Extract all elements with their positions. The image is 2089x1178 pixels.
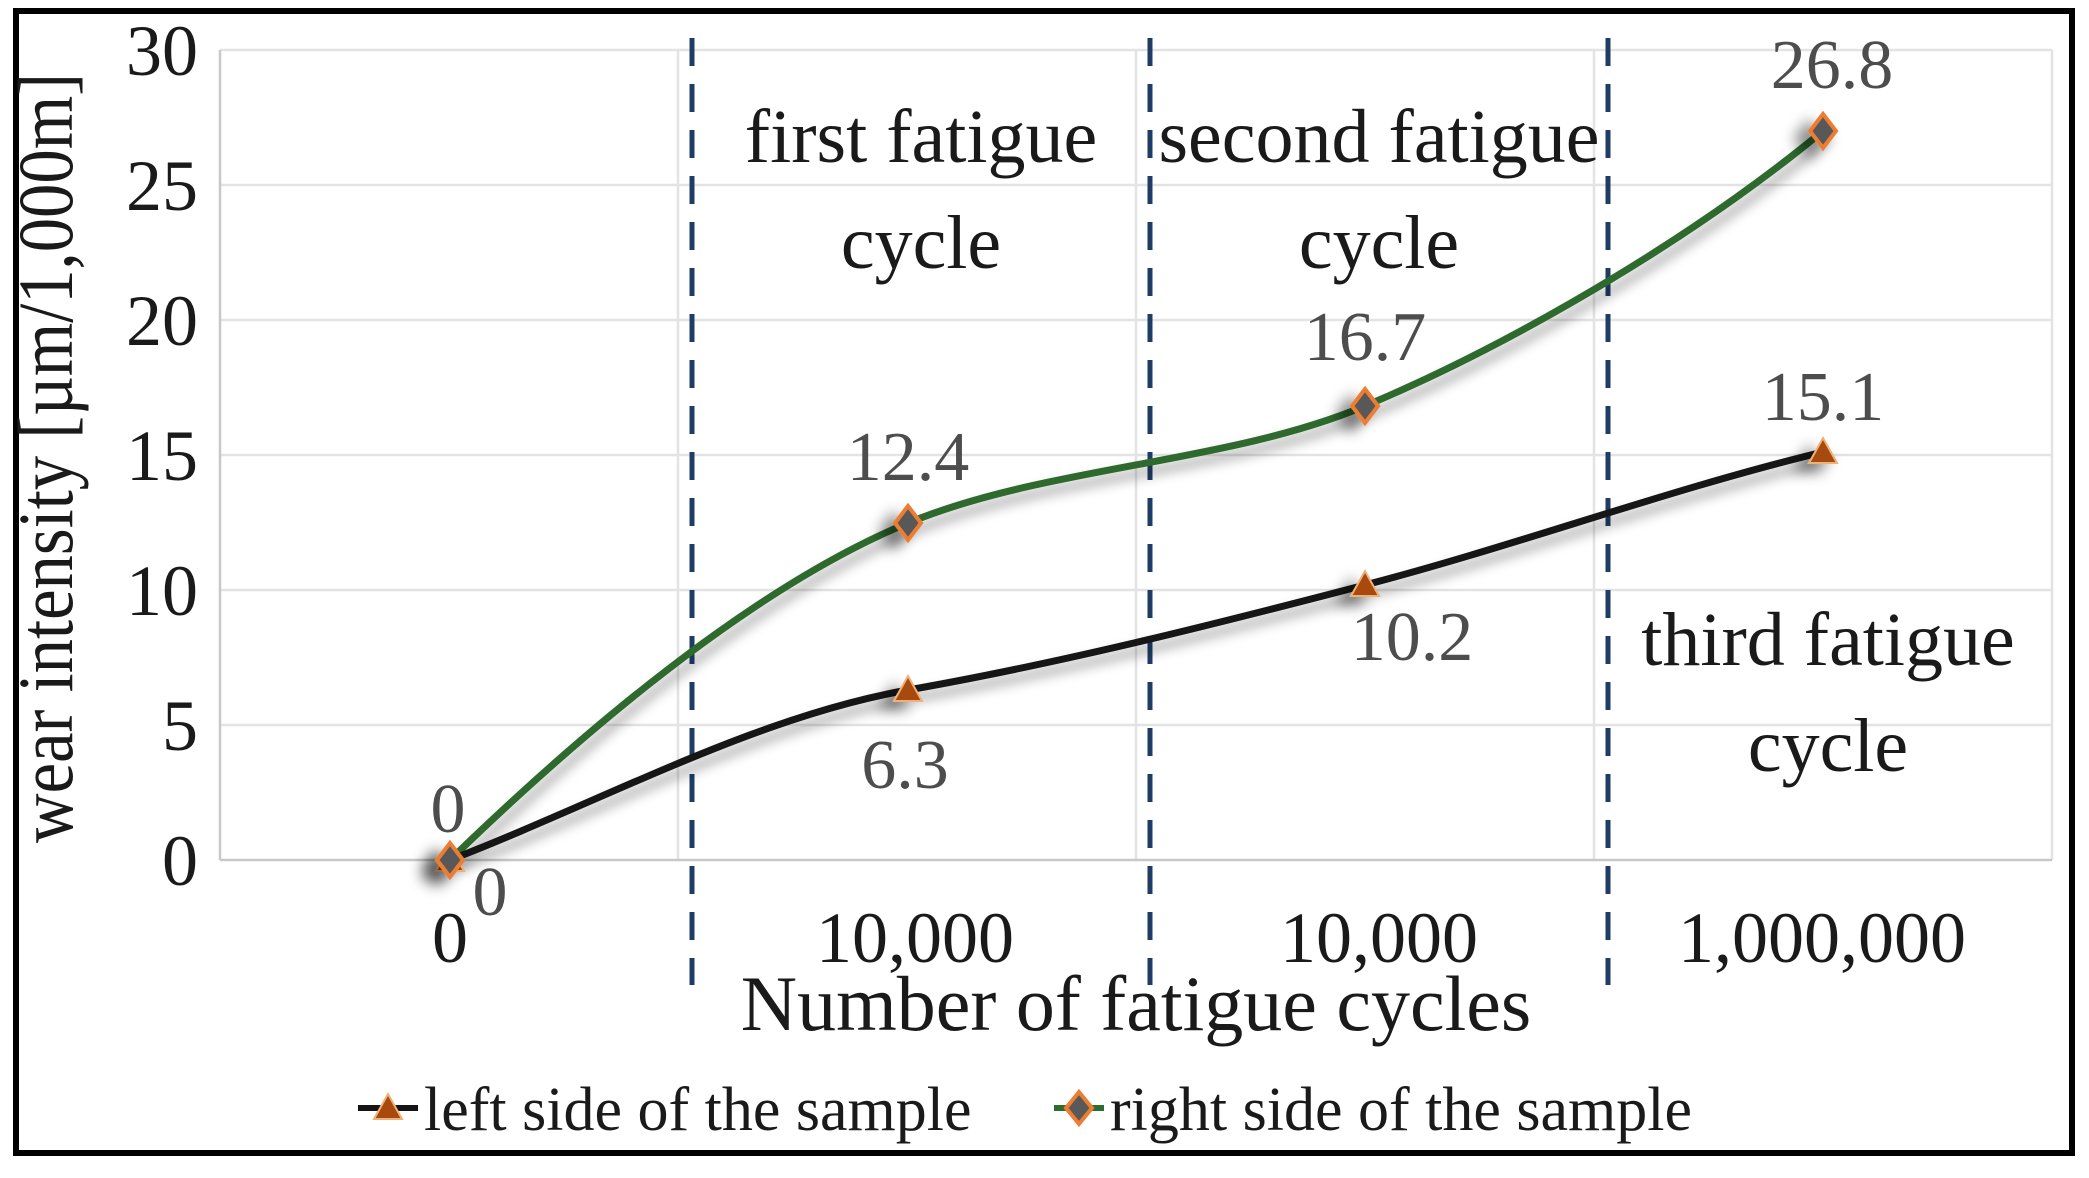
data-labels-left-side: 0 6.3 10.2 15.1 xyxy=(473,359,1885,931)
region-label-second-line1: second fatigue xyxy=(1158,95,1599,179)
label-left-0: 0 xyxy=(473,854,508,931)
marker-triangle-15.1 xyxy=(1807,435,1839,464)
x-axis-title: Number of fatigue cycles xyxy=(741,960,1532,1047)
y-tick-15: 15 xyxy=(126,416,198,496)
legend-diamond-icon xyxy=(1063,1088,1095,1128)
series-line-right-side xyxy=(446,127,1827,864)
y-axis-ticks: 30 25 20 15 10 5 0 xyxy=(126,11,198,901)
legend-item-left-side: left side of the sample xyxy=(358,1076,972,1144)
x-tick-10000-b: 10,000 xyxy=(1280,898,1478,978)
region-label-first-line2: cycle xyxy=(841,201,1001,285)
x-tick-10000-a: 10,000 xyxy=(816,898,1014,978)
marker-diamond-16.7 xyxy=(1349,385,1381,427)
marker-triangle-6.3 xyxy=(892,673,924,702)
axis-lines xyxy=(218,50,2052,862)
marker-triangle-10.2 xyxy=(1349,568,1381,597)
region-label-first-line1: first fatigue xyxy=(745,95,1097,179)
label-left-6.3: 6.3 xyxy=(861,727,949,804)
label-left-15.1: 15.1 xyxy=(1762,359,1885,436)
region-label-third-line1: third fatigue xyxy=(1641,598,2015,682)
x-tick-0: 0 xyxy=(432,898,468,978)
marker-diamond-12.4 xyxy=(892,502,924,544)
data-labels-right-side: 0 12.4 16.7 26.8 xyxy=(431,27,1894,848)
series-line-left-side xyxy=(446,448,1827,864)
y-tick-0: 0 xyxy=(162,821,198,901)
label-right-26.8: 26.8 xyxy=(1771,27,1894,104)
y-tick-5: 5 xyxy=(162,686,198,766)
y-axis-title: wear intensity [µm/1,000m] xyxy=(2,73,89,843)
marker-diamond-0 xyxy=(434,839,466,881)
label-right-0: 0 xyxy=(431,771,466,848)
marker-diamond-26.8 xyxy=(1807,110,1839,152)
y-tick-30: 30 xyxy=(126,11,198,91)
x-tick-1000000: 1,000,000 xyxy=(1678,898,1966,978)
label-right-16.7: 16.7 xyxy=(1304,299,1427,376)
label-right-12.4: 12.4 xyxy=(847,419,970,496)
region-labels: first fatigue cycle second fatigue cycle… xyxy=(745,95,2015,788)
region-label-third-line2: cycle xyxy=(1748,704,1908,788)
vertical-gridlines xyxy=(676,50,2054,860)
legend-label-right-side: right side of the sample xyxy=(1110,1076,1692,1144)
label-left-10.2: 10.2 xyxy=(1351,599,1474,676)
y-tick-20: 20 xyxy=(126,281,198,361)
markers-right-side xyxy=(434,110,1839,881)
x-axis-ticks: 0 10,000 10,000 1,000,000 xyxy=(432,898,1966,978)
legend-label-left-side: left side of the sample xyxy=(424,1076,972,1144)
legend-item-right-side: right side of the sample xyxy=(1054,1076,1692,1144)
legend: left side of the sample right side of th… xyxy=(358,1076,1692,1144)
legend-triangle-icon xyxy=(372,1091,404,1120)
y-tick-25: 25 xyxy=(126,146,198,226)
y-tick-10: 10 xyxy=(126,551,198,631)
region-label-second-line2: cycle xyxy=(1299,201,1459,285)
